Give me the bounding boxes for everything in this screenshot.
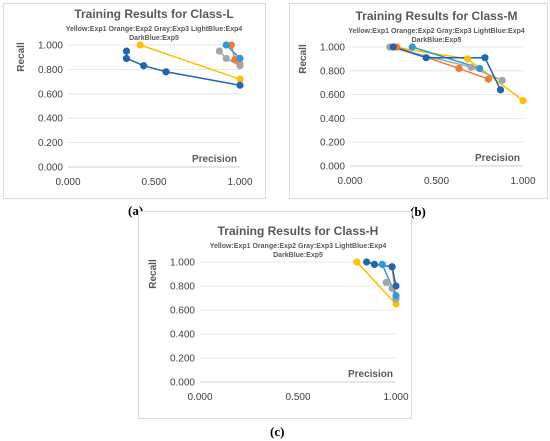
y-tick-label: 0.800	[170, 282, 195, 293]
data-point-exp5	[392, 282, 400, 290]
data-point-exp1	[519, 96, 527, 105]
data-point-exp5	[496, 86, 505, 94]
data-point-exp5	[122, 47, 131, 55]
chart-subtitle: DarkBlue:Exp5	[129, 35, 179, 42]
data-point-exp1	[236, 75, 244, 83]
x-axis-label: Precision	[348, 369, 393, 380]
y-tick-label: 0.800	[320, 66, 345, 77]
y-tick-label: 0.400	[38, 114, 63, 125]
series-line-exp5	[393, 46, 502, 91]
y-tick-label: 0.800	[38, 65, 63, 76]
data-point-exp5	[363, 258, 371, 266]
chart-title: Training Results for Class-L	[74, 7, 233, 21]
data-point-exp5	[388, 263, 396, 271]
chart-panel-b: Training Results for Class-M Yellow:Exp1 …	[277, 0, 550, 220]
chart-subtitle: DarkBlue:Exp5	[273, 252, 323, 259]
caption-b: (b)	[410, 204, 426, 219]
chart-title: Training Results for Class-M	[355, 9, 517, 23]
chart-frame	[138, 211, 412, 419]
x-axis-label: Precision	[192, 154, 237, 165]
data-point-exp4	[476, 64, 484, 73]
y-tick-label: 0.200	[320, 138, 345, 149]
data-point-exp4	[392, 292, 400, 300]
data-point-exp5	[162, 68, 170, 76]
chart-subtitle: Yellow:Exp1 Orange:Exp2 Gray:Exp3 LightB…	[66, 26, 243, 33]
data-point-exp3	[498, 76, 506, 84]
y-tick-label: 0.000	[320, 162, 345, 173]
x-tick-label: 0.500	[424, 176, 449, 187]
data-point-exp4	[236, 54, 244, 63]
data-point-exp5	[236, 81, 244, 89]
data-point-exp5	[389, 43, 397, 51]
y-tick-label: 0.200	[38, 138, 63, 149]
x-tick-label: 0.500	[141, 177, 166, 188]
y-axis-label: Recall	[148, 259, 159, 289]
data-point-exp1	[136, 41, 144, 49]
x-tick-label: 1.000	[227, 177, 252, 188]
data-point-exp5	[122, 54, 131, 63]
y-axis-label: Recall	[298, 44, 309, 74]
caption-c: (c)	[270, 424, 285, 439]
y-tick-label: 0.600	[170, 306, 195, 317]
chart-panel-c: Training Results for Class-H Yellow:Exp1 …	[130, 210, 420, 441]
series-line-exp1	[393, 46, 524, 102]
data-point-exp5	[140, 62, 148, 70]
y-tick-label: 0.400	[170, 330, 195, 341]
chart-title: Training Results for Class-H	[218, 224, 379, 238]
y-tick-label: 0.000	[38, 163, 63, 174]
data-point-exp5	[481, 54, 489, 62]
chart-class-l: Training Results for Class-L Yellow:Exp1 …	[16, 7, 253, 188]
chart-class-h: Training Results for Class-H Yellow:Exp1 …	[148, 224, 409, 403]
data-point-exp3	[222, 54, 230, 63]
data-point-exp2	[484, 75, 492, 83]
chart-frame	[3, 3, 266, 199]
chart-subtitle: DarkBlue:Exp5	[412, 37, 462, 44]
data-point-exp3	[215, 47, 223, 55]
x-tick-label: 0.000	[337, 176, 362, 187]
y-tick-label: 1.000	[320, 43, 345, 54]
chart-subtitle: Yellow:Exp1 Orange:Exp2 Gray:Exp3 LightB…	[210, 243, 387, 250]
series-line-exp1	[356, 261, 397, 305]
data-point-exp1	[353, 258, 361, 266]
x-tick-label: 1.000	[383, 392, 408, 403]
data-point-exp5	[370, 260, 379, 268]
x-axis-label: Precision	[475, 153, 520, 164]
y-tick-label: 1.000	[170, 258, 195, 269]
y-tick-label: 0.600	[38, 89, 63, 100]
data-point-exp5	[422, 54, 430, 62]
y-axis-label: Recall	[16, 42, 27, 72]
data-point-exp4	[222, 41, 230, 49]
y-tick-label: 1.000	[38, 41, 63, 52]
chart-subtitle: Yellow:Exp1 Orange:Exp2 Gray:Exp3 LightB…	[348, 28, 525, 35]
data-point-exp3	[236, 62, 244, 70]
data-point-exp2	[455, 64, 463, 73]
y-tick-label: 0.600	[320, 90, 345, 101]
data-point-exp4	[408, 43, 416, 51]
data-point-exp3	[467, 63, 475, 71]
data-point-exp3	[382, 278, 390, 286]
data-point-exp2	[227, 41, 235, 49]
y-tick-label: 0.400	[320, 114, 345, 125]
y-tick-label: 0.200	[170, 354, 195, 365]
y-tick-label: 0.000	[170, 378, 195, 389]
x-tick-label: 0.500	[285, 392, 310, 403]
data-point-exp1	[464, 55, 472, 63]
x-tick-label: 0.000	[55, 177, 80, 188]
data-point-exp4	[378, 260, 386, 268]
chart-panel-a: Training Results for Class-L Yellow:Exp1 …	[0, 0, 275, 220]
chart-class-m: Training Results for Class-M Yellow:Exp1 …	[298, 9, 536, 187]
x-tick-label: 1.000	[510, 176, 535, 187]
series-line-exp1	[139, 44, 241, 80]
x-tick-label: 0.000	[187, 392, 212, 403]
